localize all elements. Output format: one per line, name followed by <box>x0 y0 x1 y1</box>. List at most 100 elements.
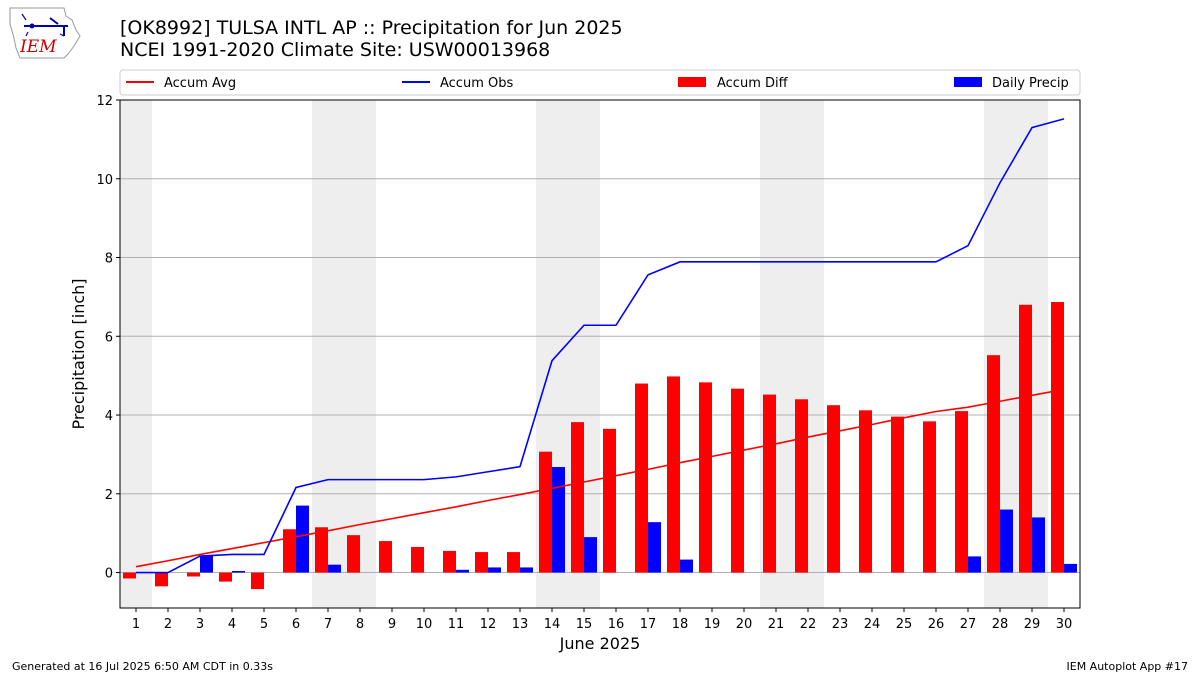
accum-obs-line <box>136 118 1065 574</box>
daily-precip-bar <box>520 567 533 573</box>
legend-swatch-3 <box>678 77 706 87</box>
accum-diff-bar <box>123 572 136 579</box>
chart-subtitle: NCEI 1991-2020 Climate Site: USW00013968 <box>120 39 551 61</box>
x-axis-label: June 2025 <box>559 634 641 653</box>
accum-diff-bar <box>923 421 936 573</box>
y-tick-label: 0 <box>105 567 113 582</box>
x-tick-label: 7 <box>324 617 332 632</box>
daily-precip-bar <box>552 467 565 573</box>
x-tick-label: 6 <box>292 617 300 632</box>
accum-diff-bar <box>859 410 872 573</box>
accum-diff-bar <box>475 552 488 573</box>
lines <box>135 118 1065 574</box>
legend-swatch-4 <box>954 77 982 87</box>
bars <box>123 302 1077 590</box>
x-tick-label: 27 <box>960 617 977 632</box>
accum-avg-line <box>135 388 1065 568</box>
logo-text: IEM <box>19 37 57 57</box>
weekend-band-1 <box>120 100 152 608</box>
x-tick-label: 1 <box>132 617 140 632</box>
plot-frame <box>119 99 1081 609</box>
accum-diff-bar <box>635 383 648 573</box>
legend: Accum Avg Accum Obs Accum Diff Daily Precip <box>119 69 1081 96</box>
x-tick-label: 20 <box>736 617 753 632</box>
daily-precip-bar <box>456 569 469 573</box>
x-tick-label: 21 <box>768 617 785 632</box>
weekend-band-7 <box>312 100 344 608</box>
accum-diff-bar <box>699 382 712 573</box>
daily-precip-bar <box>296 505 309 573</box>
legend-label: Daily Precip <box>992 76 1069 91</box>
iem-logo: IEM <box>9 7 81 59</box>
accum-diff-bar <box>955 411 968 573</box>
daily-precip-bar <box>648 522 661 573</box>
accum-diff-bar <box>411 546 424 573</box>
accum-diff-bar <box>155 572 168 587</box>
legend-label: Accum Obs <box>440 76 513 91</box>
y-tick-label: 10 <box>96 173 113 188</box>
y-tick-label: 8 <box>105 252 113 267</box>
x-tick-label: 29 <box>1024 617 1041 632</box>
accum-diff-bar <box>987 355 1000 573</box>
x-tick-label: 30 <box>1056 617 1073 632</box>
x-tick-label: 2 <box>164 617 172 632</box>
x-tick-label: 19 <box>704 617 721 632</box>
accum-diff-bar <box>891 416 904 573</box>
x-tick-label: 4 <box>228 617 236 632</box>
accum-diff-bar <box>795 399 808 573</box>
accum-diff-bar <box>1019 304 1032 573</box>
chart-title: [OK8992] TULSA INTL AP :: Precipitation … <box>120 17 623 39</box>
y-tick-label: 12 <box>96 94 113 109</box>
x-tick-label: 16 <box>608 617 625 632</box>
x-tick-label: 28 <box>992 617 1009 632</box>
accum-diff-bar <box>187 572 200 577</box>
accum-diff-bar <box>603 428 616 573</box>
accum-diff-bar <box>379 541 392 573</box>
x-tick-label: 14 <box>544 617 561 632</box>
daily-precip-bar <box>328 564 341 573</box>
accum-diff-bar <box>283 529 296 573</box>
accum-diff-bar <box>507 552 520 573</box>
daily-precip-bar <box>584 537 597 573</box>
x-tick-label: 15 <box>576 617 593 632</box>
daily-precip-bar <box>200 556 213 573</box>
x-tick-label: 10 <box>416 617 433 632</box>
app-credit: IEM Autoplot App #17 <box>1066 660 1189 673</box>
daily-precip-bar <box>232 570 245 573</box>
generated-timestamp: Generated at 16 Jul 2025 6:50 AM CDT in … <box>12 660 273 673</box>
accum-diff-bar <box>251 572 264 590</box>
x-tick-label: 11 <box>448 617 465 632</box>
x-tick-label: 23 <box>832 617 849 632</box>
weekend-band-8 <box>344 100 376 608</box>
daily-precip-bar <box>1032 517 1045 573</box>
x-tick-label: 13 <box>512 617 529 632</box>
accum-diff-bar <box>731 388 744 573</box>
x-tick-label: 12 <box>480 617 497 632</box>
x-tick-label: 26 <box>928 617 945 632</box>
x-tick-label: 17 <box>640 617 657 632</box>
legend-box <box>119 69 1081 96</box>
accum-diff-bar <box>827 405 840 573</box>
daily-precip-bar <box>488 567 501 573</box>
x-tick-label: 8 <box>356 617 364 632</box>
x-tick-label: 9 <box>388 617 396 632</box>
accum-diff-bar <box>1051 302 1064 573</box>
x-tick-label: 3 <box>196 617 204 632</box>
y-tick-label: 4 <box>105 409 113 424</box>
legend-label: Accum Diff <box>717 76 789 91</box>
accum-diff-bar <box>347 535 360 573</box>
x-tick-label: 18 <box>672 617 689 632</box>
x-tick-label: 24 <box>864 617 881 632</box>
accum-diff-bar <box>571 422 584 573</box>
accum-diff-bar <box>763 394 776 573</box>
accum-diff-bar <box>667 376 680 573</box>
daily-precip-bar <box>1000 509 1013 573</box>
x-tick-label: 5 <box>260 617 268 632</box>
x-tick-label: 25 <box>896 617 913 632</box>
daily-precip-bar <box>968 556 981 573</box>
accum-diff-bar <box>315 527 328 573</box>
x-tick-label: 22 <box>800 617 817 632</box>
accum-diff-bar <box>539 451 552 573</box>
